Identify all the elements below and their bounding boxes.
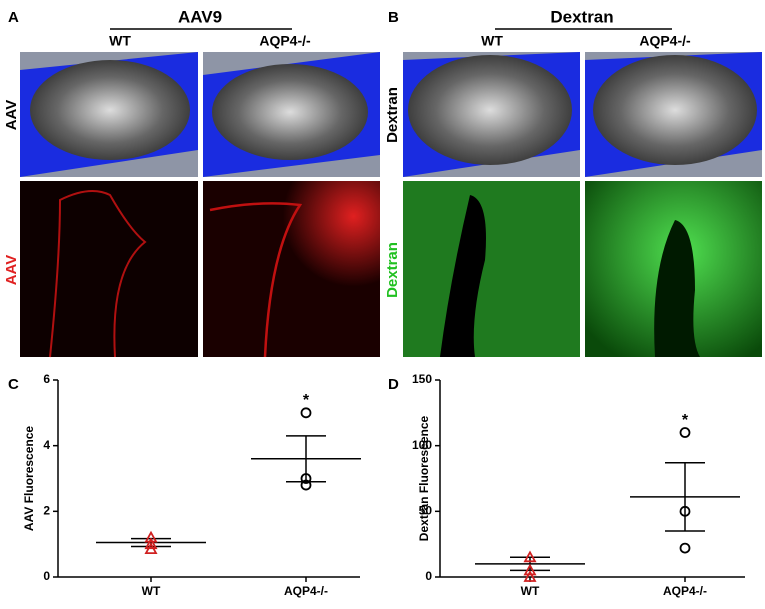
point: [300, 479, 312, 491]
significance: *: [303, 392, 310, 409]
y-tick-label: 2: [43, 504, 50, 518]
image-aav-wt-micro: [20, 181, 198, 358]
point: [144, 542, 158, 554]
panel-label: D: [388, 376, 399, 393]
point: [144, 537, 158, 550]
image-dextran-wt-3d: [403, 52, 580, 177]
image-aav-ko-micro: [203, 181, 380, 358]
significance: *: [682, 412, 689, 429]
group-title: Dextran: [550, 7, 613, 26]
y-tick-label: 150: [412, 372, 432, 386]
image-dextran-ko-3d: [585, 52, 762, 177]
point: [300, 473, 312, 484]
image-aav-ko-3d: [203, 52, 380, 177]
x-tick-label: WT: [142, 584, 161, 598]
panel-label: C: [8, 376, 19, 393]
y-axis-label: Dextran Fluorescence: [417, 415, 431, 541]
point: [300, 407, 312, 419]
row-label: AAV: [3, 100, 20, 131]
image-dextran-wt-micro: [403, 181, 580, 357]
point: [679, 505, 691, 517]
row-label: Dextran: [384, 87, 401, 143]
column-label: AQP4-/-: [639, 33, 691, 49]
y-tick-label: 50: [419, 504, 433, 518]
point: [679, 542, 691, 554]
x-tick-label: WT: [521, 584, 540, 598]
point: [523, 570, 537, 582]
y-tick-label: 4: [43, 438, 50, 452]
panel-label: A: [8, 9, 19, 26]
y-axis-label: AAV Fluorescence: [22, 426, 36, 531]
y-tick-label: 6: [43, 372, 50, 386]
row-label: Dextran: [384, 242, 401, 298]
y-tick-label: 0: [43, 569, 50, 583]
column-label: AQP4-/-: [259, 33, 311, 49]
x-tick-label: AQP4-/-: [284, 584, 328, 598]
panel-label: B: [388, 9, 399, 26]
y-tick-label: 100: [412, 438, 432, 452]
point: [523, 550, 537, 563]
column-label: WT: [109, 33, 131, 49]
image-aav-wt-3d: [20, 52, 198, 177]
y-tick-label: 0: [425, 569, 432, 583]
group-title: AAV9: [178, 7, 222, 26]
point: [523, 563, 537, 576]
point: [679, 427, 691, 438]
column-label: WT: [481, 33, 503, 49]
point: [144, 530, 158, 543]
row-label: AAV: [3, 255, 20, 286]
x-tick-label: AQP4-/-: [663, 584, 707, 598]
image-dextran-ko-micro: [585, 181, 762, 357]
